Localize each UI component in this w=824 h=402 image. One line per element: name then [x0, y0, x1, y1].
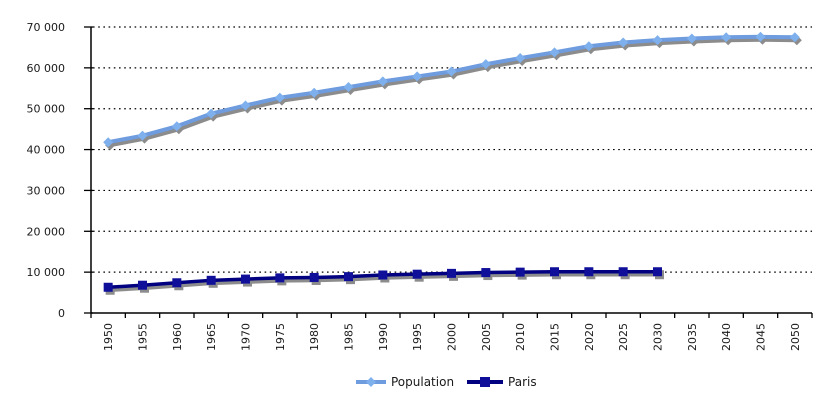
y-tick-label: 70 000 [27, 21, 66, 34]
legend-item-population: Population [356, 375, 454, 389]
data-point-diamond [515, 53, 526, 64]
data-point-diamond [721, 32, 732, 43]
x-tick-label: 1975 [274, 323, 287, 351]
diamond-marker-icon [366, 377, 376, 387]
data-point-diamond [103, 137, 114, 148]
data-point-diamond [377, 76, 388, 87]
data-point-square [412, 269, 422, 279]
x-tick-label: 2045 [755, 323, 768, 351]
x-tick-label: 1950 [102, 323, 115, 351]
x-tick-label: 1995 [411, 323, 424, 351]
x-tick-label: 2025 [617, 323, 630, 351]
data-point-square [550, 267, 559, 277]
paris-series-swatch [467, 376, 504, 388]
data-point-square [653, 267, 662, 277]
data-point-diamond [755, 31, 766, 42]
x-tick-label: 2020 [583, 323, 596, 351]
y-tick-label: 0 [58, 307, 65, 320]
data-point-square [447, 268, 456, 278]
x-tick-label: 1990 [377, 323, 390, 351]
data-point-square [481, 268, 491, 278]
data-point-diamond [789, 32, 800, 43]
x-tick-label: 2040 [720, 323, 733, 351]
legend-label-population: Population [391, 375, 455, 389]
x-tick-label: 2035 [686, 323, 699, 351]
data-point-square [138, 280, 147, 290]
x-tick-label: 2005 [480, 323, 493, 351]
data-point-square [344, 272, 353, 282]
data-point-square [378, 270, 388, 280]
data-point-diamond [583, 41, 594, 52]
series-shadow [109, 37, 797, 148]
data-point-square [309, 272, 319, 282]
data-point-diamond [686, 33, 697, 44]
data-point-diamond [206, 108, 217, 119]
data-point-diamond [549, 47, 560, 58]
x-tick-label: 1960 [171, 323, 184, 351]
x-tick-label: 2015 [549, 323, 562, 351]
x-tick-label: 2030 [652, 323, 665, 351]
x-tick-label: 1985 [343, 323, 356, 351]
data-point-square [172, 278, 182, 288]
data-point-square [584, 267, 594, 277]
x-tick-label: 2000 [446, 323, 459, 351]
x-tick-label: 1955 [137, 323, 150, 351]
data-point-diamond [309, 87, 320, 98]
x-tick-label: 1980 [308, 323, 321, 351]
y-tick-label: 40 000 [27, 144, 66, 157]
data-point-diamond [171, 121, 182, 132]
data-point-diamond [618, 37, 629, 48]
data-point-diamond [446, 66, 457, 77]
data-point-square [515, 267, 525, 277]
x-tick-label: 2010 [514, 323, 527, 351]
data-point-diamond [343, 82, 354, 93]
series-line-population [107, 34, 795, 145]
data-point-square [618, 267, 628, 277]
x-tick-label: 1965 [205, 323, 218, 351]
y-tick-label: 30 000 [27, 184, 66, 197]
y-tick-label: 50 000 [27, 103, 66, 116]
data-point-diamond [240, 100, 251, 111]
data-point-square [241, 274, 250, 284]
data-point-diamond [412, 71, 423, 82]
square-marker-icon [480, 377, 491, 387]
legend: Population Paris [356, 372, 537, 392]
data-point-diamond [652, 35, 663, 46]
y-tick-label: 20 000 [27, 225, 66, 238]
population-series-swatch [356, 376, 386, 388]
legend-item-paris: Paris [467, 375, 537, 389]
data-point-square [206, 275, 216, 285]
x-tick-label: 1970 [240, 323, 253, 351]
data-point-diamond [274, 92, 285, 103]
data-point-diamond [480, 59, 491, 70]
data-point-square [275, 273, 285, 283]
data-point-square [103, 282, 113, 292]
data-point-diamond [137, 130, 148, 141]
y-tick-label: 60 000 [27, 62, 66, 75]
x-tick-label: 2050 [789, 323, 802, 351]
legend-label-paris: Paris [508, 375, 537, 389]
y-tick-label: 10 000 [27, 266, 66, 279]
